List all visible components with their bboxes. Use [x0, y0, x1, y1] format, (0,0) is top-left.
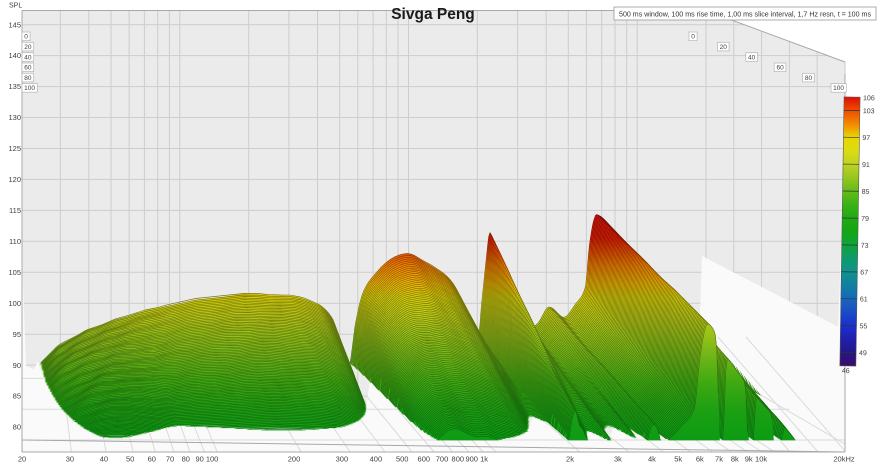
svg-text:95: 95	[13, 330, 21, 339]
svg-text:80: 80	[182, 455, 190, 464]
svg-text:60: 60	[776, 65, 784, 72]
svg-text:79: 79	[861, 216, 869, 223]
svg-text:115: 115	[9, 206, 21, 215]
svg-text:20: 20	[720, 44, 728, 51]
svg-text:67: 67	[860, 270, 868, 277]
svg-text:55: 55	[859, 323, 867, 330]
svg-text:0: 0	[691, 34, 695, 41]
svg-text:500 ms window, 100 ms rise tim: 500 ms window, 100 ms rise time, 1,00 ms…	[619, 9, 871, 18]
svg-text:90: 90	[13, 361, 21, 370]
svg-text:40: 40	[100, 455, 108, 464]
svg-text:SPL: SPL	[9, 3, 22, 10]
svg-text:49: 49	[859, 350, 867, 357]
svg-text:20: 20	[18, 455, 26, 464]
svg-text:50: 50	[126, 455, 134, 464]
svg-text:4k: 4k	[648, 455, 656, 464]
svg-text:97: 97	[862, 135, 870, 142]
svg-text:9k: 9k	[745, 455, 753, 464]
svg-text:400: 400	[370, 455, 383, 464]
svg-text:80: 80	[24, 75, 32, 82]
svg-text:1k: 1k	[480, 455, 488, 464]
svg-text:73: 73	[861, 243, 869, 250]
svg-text:40: 40	[748, 54, 756, 61]
svg-text:900: 900	[465, 455, 478, 464]
svg-text:2k: 2k	[566, 455, 574, 464]
svg-text:106: 106	[863, 95, 875, 102]
svg-text:120: 120	[8, 175, 21, 184]
svg-text:105: 105	[8, 268, 21, 277]
svg-text:20kHz: 20kHz	[833, 455, 855, 464]
svg-text:110: 110	[9, 237, 21, 246]
svg-text:8k: 8k	[731, 455, 739, 464]
svg-text:Sivga Peng: Sivga Peng	[391, 6, 475, 23]
svg-text:130: 130	[8, 113, 21, 122]
svg-text:3k: 3k	[614, 455, 622, 464]
svg-text:60: 60	[24, 65, 32, 72]
svg-text:85: 85	[13, 392, 21, 401]
svg-text:60: 60	[148, 455, 156, 464]
svg-text:103: 103	[863, 108, 875, 115]
svg-text:100: 100	[24, 85, 35, 92]
svg-text:20: 20	[24, 44, 32, 51]
svg-text:500: 500	[396, 455, 409, 464]
svg-text:91: 91	[862, 162, 870, 169]
svg-text:80: 80	[13, 423, 21, 432]
svg-text:46: 46	[842, 368, 850, 375]
svg-text:6k: 6k	[696, 455, 704, 464]
svg-text:145: 145	[8, 20, 21, 29]
svg-text:5k: 5k	[674, 455, 682, 464]
svg-text:700: 700	[436, 455, 449, 464]
svg-text:125: 125	[8, 144, 21, 153]
svg-text:100: 100	[8, 299, 21, 308]
svg-text:200: 200	[288, 455, 301, 464]
svg-text:135: 135	[8, 82, 21, 91]
svg-text:100: 100	[206, 455, 219, 464]
svg-text:85: 85	[862, 189, 870, 196]
svg-text:7k: 7k	[715, 455, 723, 464]
svg-text:800: 800	[452, 455, 465, 464]
svg-text:600: 600	[418, 455, 431, 464]
svg-text:300: 300	[336, 455, 349, 464]
svg-text:61: 61	[860, 296, 868, 303]
svg-text:0: 0	[24, 34, 28, 41]
svg-text:90: 90	[196, 455, 204, 464]
svg-text:30: 30	[66, 455, 74, 464]
svg-text:40: 40	[24, 54, 32, 61]
svg-text:80: 80	[805, 75, 813, 82]
svg-text:10k: 10k	[755, 455, 767, 464]
svg-text:70: 70	[166, 455, 174, 464]
svg-text:100: 100	[833, 85, 844, 92]
svg-text:140: 140	[8, 51, 21, 60]
